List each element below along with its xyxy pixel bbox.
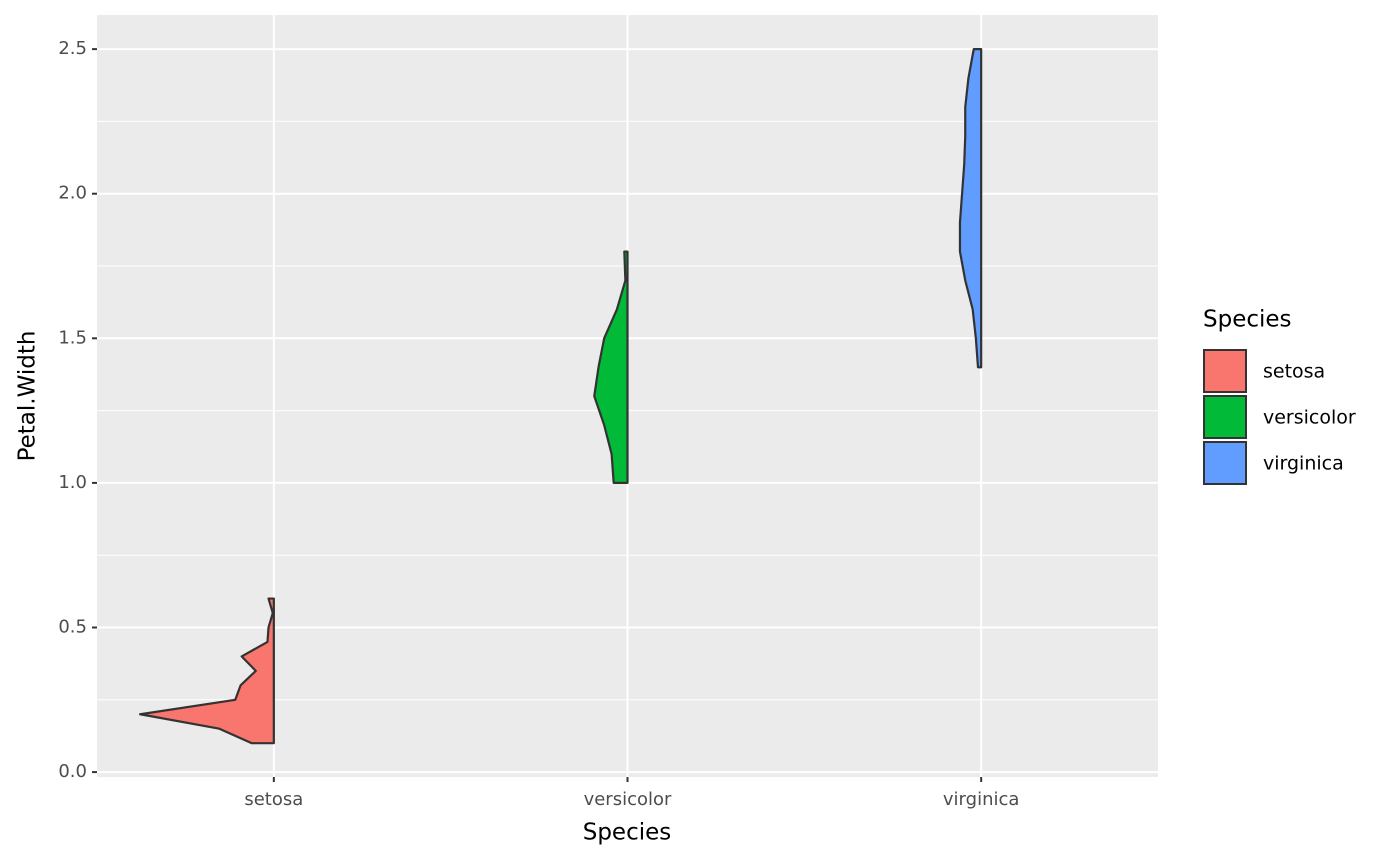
y-tick-label: 0.5: [58, 616, 87, 637]
y-axis-title: Petal.Width: [15, 331, 41, 462]
x-tick-label: setosa: [244, 789, 303, 810]
legend-label: versicolor: [1263, 407, 1356, 429]
legend-label: setosa: [1263, 361, 1325, 383]
violin: [139, 597, 275, 745]
violin: [593, 250, 629, 484]
violin: [958, 48, 983, 369]
y-tick-label: 2.0: [58, 183, 87, 204]
legend-title: Species: [1203, 307, 1292, 333]
x-axis-title: Species: [583, 820, 672, 846]
legend-key: [1203, 395, 1247, 439]
legend-key: [1203, 441, 1247, 485]
y-tick-label: 1.0: [58, 472, 87, 493]
legend-key: [1203, 349, 1247, 393]
legend-label: virginica: [1263, 453, 1344, 475]
x-tick-label: virginica: [943, 789, 1020, 810]
y-tick-label: 1.5: [58, 327, 87, 348]
x-tick-label: versicolor: [584, 789, 672, 810]
y-tick-label: 0.0: [58, 761, 87, 782]
y-tick-label: 2.5: [58, 38, 87, 59]
